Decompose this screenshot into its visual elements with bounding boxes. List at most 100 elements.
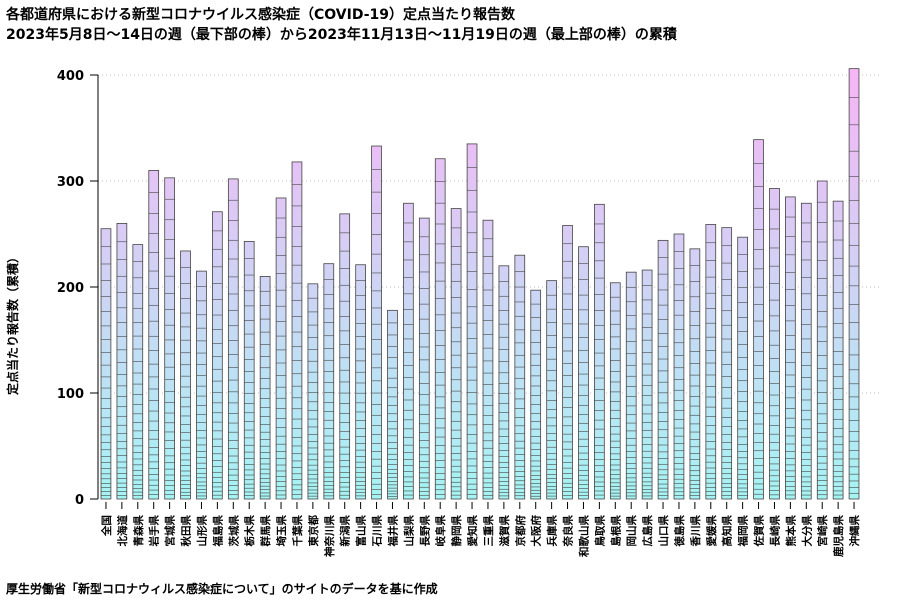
x-tick-label: 滋賀県 xyxy=(498,515,511,547)
bar-宮崎県 xyxy=(816,180,828,500)
bar-山梨県 xyxy=(403,202,414,500)
bar-愛知県 xyxy=(466,143,478,500)
bar-岡山県 xyxy=(625,271,637,500)
y-axis-label: 定点当たり報告数（累積） xyxy=(6,250,20,395)
bar-stack xyxy=(514,254,526,500)
bar-長崎県 xyxy=(769,188,780,500)
bar-stack xyxy=(832,200,844,500)
x-tick-label: 石川県 xyxy=(372,515,384,548)
x-tick-label: 山形県 xyxy=(195,515,208,547)
bar-山口県 xyxy=(657,239,669,500)
bar-広島県 xyxy=(641,269,653,500)
y-tick-label: 300 xyxy=(57,175,84,190)
bar-三重県 xyxy=(482,219,494,500)
bar-宮城県 xyxy=(164,177,175,500)
bar-長野県 xyxy=(418,217,430,500)
bar-新潟県 xyxy=(339,213,351,500)
x-tick-label: 愛媛県 xyxy=(705,515,718,547)
bar-大阪府 xyxy=(530,289,542,500)
bar-stack xyxy=(848,68,860,500)
bar-徳島県 xyxy=(673,233,685,500)
bar-stack xyxy=(180,250,191,500)
bar-stack xyxy=(355,264,366,500)
bar-stack xyxy=(418,217,430,500)
x-tick-label: 奈良県 xyxy=(562,515,575,548)
x-tick-label: 熊本県 xyxy=(784,515,797,547)
bar-埼玉県 xyxy=(275,197,287,500)
bar-stack xyxy=(594,203,605,500)
x-tick-label: 埼玉県 xyxy=(275,515,288,547)
bar-京都府 xyxy=(514,254,526,500)
bar-stack xyxy=(307,283,319,500)
x-tick-label: 福井県 xyxy=(386,515,399,548)
chart-title-line1: 各都道府県における新型コロナウイルス感染症（COVID-19）定点当たり報告数 xyxy=(6,7,516,23)
bar-stack xyxy=(259,275,271,500)
x-tick-label: 茨城県 xyxy=(227,515,240,547)
bar-stack xyxy=(785,196,796,500)
x-tick-label: 兵庫県 xyxy=(546,515,559,547)
bar-熊本県 xyxy=(785,196,796,500)
x-tick-label: 東京都 xyxy=(307,515,320,547)
bar-stack xyxy=(609,282,621,500)
bar-stack xyxy=(243,241,255,500)
x-tick-label: 鳥取県 xyxy=(593,515,606,547)
bar-山形県 xyxy=(196,270,207,500)
bar-stack xyxy=(275,197,287,500)
x-tick-label: 栃木県 xyxy=(243,515,256,547)
bar-stack xyxy=(689,248,701,500)
bar-stack xyxy=(673,233,685,500)
x-tick-label: 京都府 xyxy=(514,515,527,547)
x-tick-label: 岐阜県 xyxy=(434,515,447,547)
bar-富山県 xyxy=(355,264,366,500)
bar-stack xyxy=(164,177,175,500)
bar-stack xyxy=(657,239,669,500)
bar-香川県 xyxy=(689,248,701,500)
x-tick-label: 香川県 xyxy=(689,515,702,548)
x-tick-label: 宮崎県 xyxy=(816,515,829,547)
x-tick-label: 福岡県 xyxy=(737,515,750,548)
x-tick-label: 岡山県 xyxy=(625,515,638,547)
bar-stack xyxy=(625,271,637,500)
bar-stack xyxy=(482,219,494,500)
x-tick-label: 島根県 xyxy=(609,515,622,547)
x-tick-label: 富山県 xyxy=(355,515,368,547)
bar-高知県 xyxy=(721,227,733,500)
bar-栃木県 xyxy=(243,241,255,500)
bar-大分県 xyxy=(800,202,812,500)
x-tick-label: 和歌山県 xyxy=(577,515,590,558)
bar-滋賀県 xyxy=(498,265,510,500)
bar-千葉県 xyxy=(291,161,303,500)
x-tick-label: 長野県 xyxy=(419,515,431,547)
bar-stack xyxy=(387,309,398,500)
bar-stack xyxy=(466,143,478,500)
x-tick-label: 徳島県 xyxy=(673,515,686,548)
bar-秋田県 xyxy=(180,250,191,500)
x-tick-label: 広島県 xyxy=(641,515,654,547)
bar-神奈川県 xyxy=(323,263,335,500)
bar-stack xyxy=(132,244,144,500)
source-note: 厚生労働省「新型コロナウィルス感染症について」のサイトのデータを基に作成 xyxy=(6,582,438,596)
bar-stack xyxy=(498,265,510,500)
bar-stack xyxy=(450,208,462,500)
y-tick-label: 0 xyxy=(75,493,84,508)
x-tick-label: 大阪府 xyxy=(530,515,543,547)
bar-stack xyxy=(323,263,335,500)
bar-沖縄県 xyxy=(848,68,860,500)
x-tick-label: 宮城県 xyxy=(164,515,177,547)
bar-stack xyxy=(196,270,207,500)
x-tick-label: 新潟県 xyxy=(339,515,352,547)
x-tick-label: 群馬県 xyxy=(259,515,272,547)
bar-stack xyxy=(227,178,239,500)
y-tick-label: 400 xyxy=(57,69,84,84)
x-tick-label: 三重県 xyxy=(482,515,495,547)
x-tick-label: 山口県 xyxy=(657,515,670,547)
bar-stack xyxy=(737,236,748,500)
bar-stack xyxy=(148,169,160,500)
x-tick-label: 青森県 xyxy=(132,515,145,547)
bar-東京都 xyxy=(307,283,319,500)
x-tick-label: 鹿児島県 xyxy=(832,515,845,557)
bar-stack xyxy=(800,202,812,500)
bar-stack xyxy=(371,145,382,500)
bar-stack xyxy=(769,188,780,500)
bar-佐賀県 xyxy=(753,139,764,500)
